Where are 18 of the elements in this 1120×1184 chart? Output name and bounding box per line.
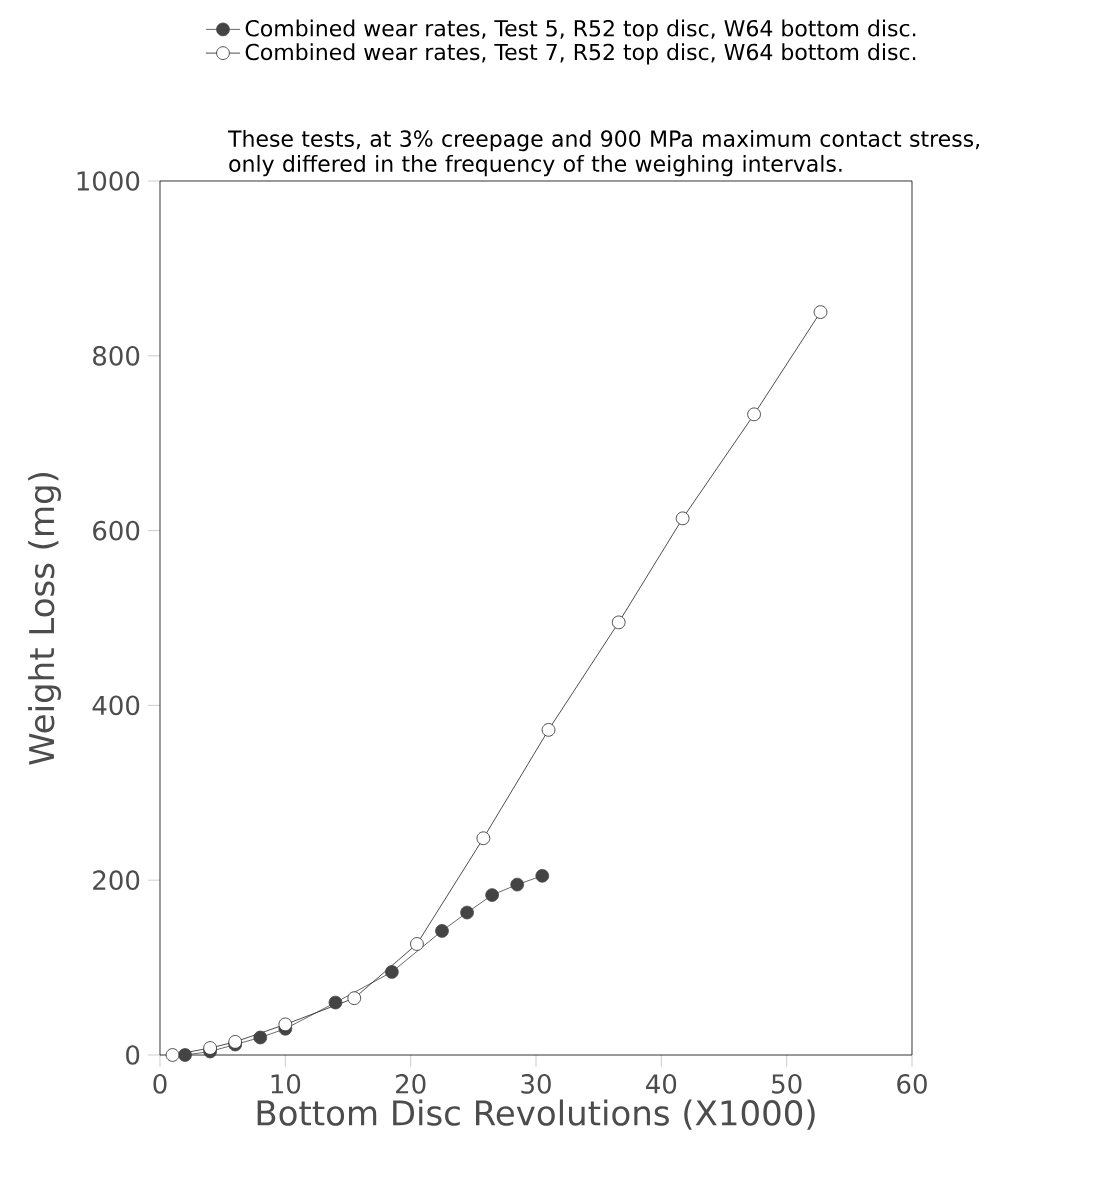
y-tick-label: 400 (92, 695, 140, 716)
y-tick-label: 1000 (77, 171, 140, 191)
x-tick-label: 20 (396, 1074, 426, 1094)
x-tick-label: 60 (897, 1074, 927, 1094)
legend-label: Combined wear rates, Test 5, R52 top disc, W64 bottom disc. (245, 19, 916, 41)
y-tick-label: 200 (93, 870, 140, 891)
x-tick-label: 0 (153, 1074, 167, 1094)
y-tick-label: 800 (93, 345, 140, 366)
y-tick-label: 600 (93, 520, 140, 541)
x-tick-label: 50 (772, 1074, 802, 1094)
y-tick-label: 0 (126, 1045, 140, 1065)
text: These tests, at 3% creepage and 900 MPa maximum contact stress, only differed in the frequency of the weighing intervals. (228, 129, 979, 177)
x-axis-title: Bottom Disc Revolutions (X1000) (257, 1099, 815, 1130)
y-axis-title: Weight Loss (mg) (28, 472, 62, 765)
x-tick-label: 10 (271, 1074, 301, 1094)
legend-label: Combined wear rates, Test 7, R52 top disc, W64 bottom disc. (245, 43, 916, 65)
x-tick-label: 30 (521, 1074, 551, 1094)
x-tick-label: 40 (646, 1074, 677, 1094)
